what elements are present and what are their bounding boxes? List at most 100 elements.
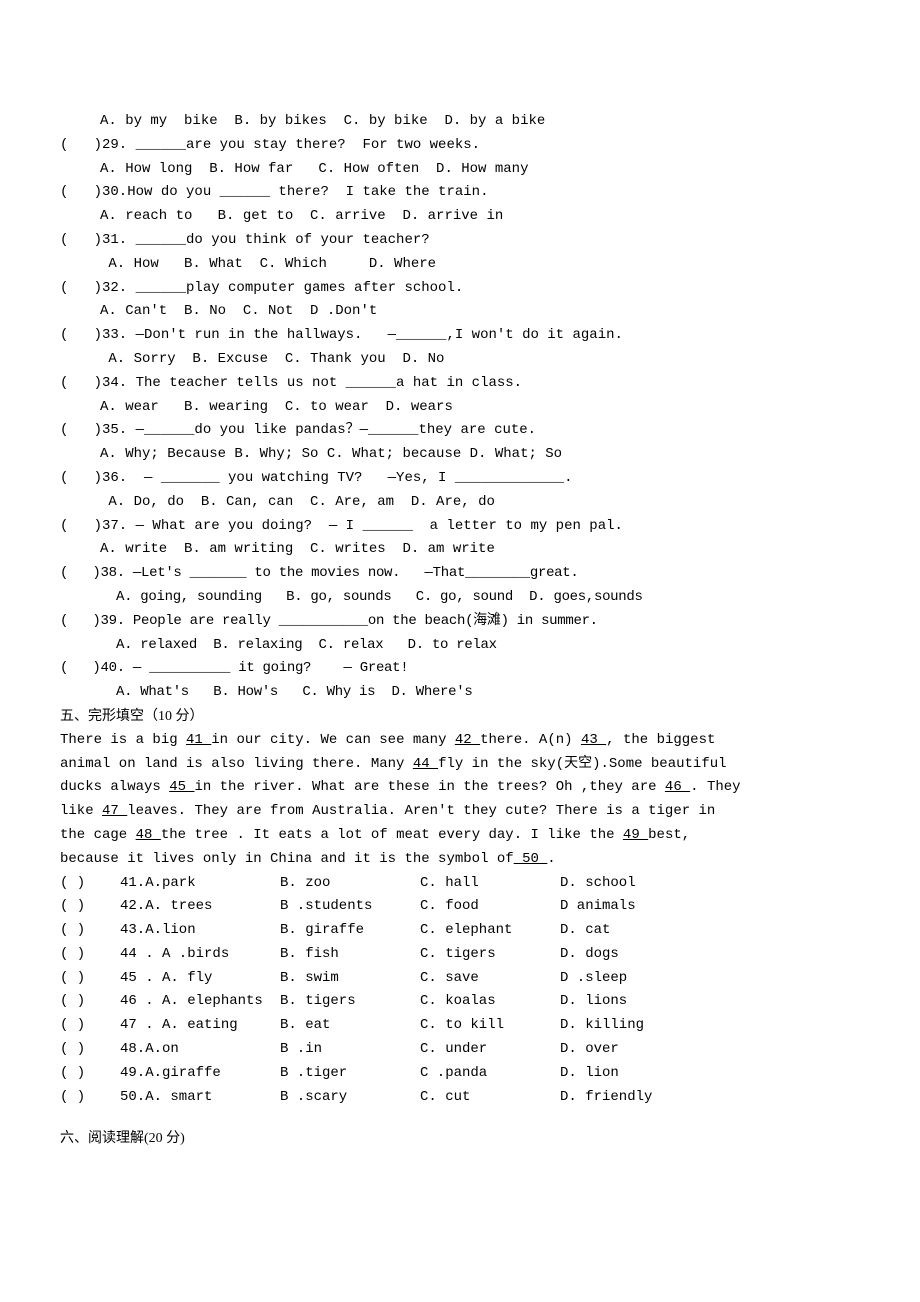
- q35-stem: ( )35. —______do you like pandas？—______…: [60, 419, 850, 443]
- opt-c: C. cut: [420, 1086, 560, 1110]
- blank-46: 46: [665, 779, 690, 795]
- opt-a: 45 . A. fly: [120, 967, 280, 991]
- opt-a: 41.A.park: [120, 872, 280, 896]
- cloze-row-44: ( ) 44 . A .birdsB. fishC. tigersD. dogs: [60, 943, 850, 967]
- opt-a: 44 . A .birds: [120, 943, 280, 967]
- opt-c: C .panda: [420, 1062, 560, 1086]
- opt-d: D animals: [560, 895, 710, 919]
- q34-stem: ( )34. The teacher tells us not ______a …: [60, 372, 850, 396]
- opt-b: B .in: [280, 1038, 420, 1062]
- q40-stem: ( )40. — __________ it going? — Great!: [60, 657, 850, 681]
- q36-stem: ( )36. — _______ you watching TV? —Yes, …: [60, 467, 850, 491]
- blank-48: 48: [136, 827, 161, 843]
- opt-a: 46 . A. elephants: [120, 990, 280, 1014]
- bracket: ( ): [60, 1062, 120, 1086]
- q30-stem: ( )30.How do you ______ there? I take th…: [60, 181, 850, 205]
- opt-c: C. tigers: [420, 943, 560, 967]
- cloze-row-46: ( ) 46 . A. elephantsB. tigersC. koalasD…: [60, 990, 850, 1014]
- opt-a: 47 . A. eating: [120, 1014, 280, 1038]
- cloze-options: ( ) 41.A.parkB. zooC. hallD. school( ) 4…: [60, 872, 850, 1110]
- p1c: there. A(n): [480, 732, 581, 748]
- q39-stem: ( )39. People are really ___________on t…: [60, 610, 850, 634]
- p1a: There is a big: [60, 732, 186, 748]
- blank-47: 47: [102, 803, 127, 819]
- opt-b: B. giraffe: [280, 919, 420, 943]
- p2b: fly in the sky(天空).Some beautiful: [438, 756, 726, 772]
- p3c: . They: [690, 779, 740, 795]
- opt-d: D. over: [560, 1038, 710, 1062]
- opt-c: C. to kill: [420, 1014, 560, 1038]
- spacer: [60, 1109, 850, 1127]
- opt-a: 48.A.on: [120, 1038, 280, 1062]
- bracket: ( ): [60, 919, 120, 943]
- blank-50: 50: [514, 851, 548, 867]
- bracket: ( ): [60, 1038, 120, 1062]
- section-5-title: 五、完形填空（10 分）: [60, 705, 850, 729]
- blank-49: 49: [623, 827, 648, 843]
- q33-stem: ( )33. —Don't run in the hallways. —____…: [60, 324, 850, 348]
- q29-options: A. How long B. How far C. How often D. H…: [60, 158, 850, 182]
- opt-b: B. fish: [280, 943, 420, 967]
- q38-options: A. going, sounding B. go, sounds C. go, …: [60, 586, 850, 610]
- p3b: in the river. What are these in the tree…: [194, 779, 664, 795]
- opt-b: B. tigers: [280, 990, 420, 1014]
- q31-stem: ( )31. ______do you think of your teache…: [60, 229, 850, 253]
- opt-c: C. koalas: [420, 990, 560, 1014]
- cloze-row-42: ( ) 42.A. treesB .studentsC. foodD anima…: [60, 895, 850, 919]
- p1b: in our city. We can see many: [211, 732, 455, 748]
- cloze-row-45: ( ) 45 . A. flyB. swimC. saveD .sleep: [60, 967, 850, 991]
- opt-b: B .students: [280, 895, 420, 919]
- bracket: ( ): [60, 990, 120, 1014]
- p2a: animal on land is also living there. Man…: [60, 756, 413, 772]
- q40-options: A. What's B. How's C. Why is D. Where's: [60, 681, 850, 705]
- q36-options: A. Do, do B. Can, can C. Are, am D. Are,…: [60, 491, 850, 515]
- opt-c: C. hall: [420, 872, 560, 896]
- p5c: best,: [648, 827, 690, 843]
- q38-stem: ( )38. —Let's _______ to the movies now.…: [60, 562, 850, 586]
- p5a: the cage: [60, 827, 136, 843]
- opt-d: D. friendly: [560, 1086, 710, 1110]
- q37-options: A. write B. am writing C. writes D. am w…: [60, 538, 850, 562]
- opt-d: D .sleep: [560, 967, 710, 991]
- opt-d: D. cat: [560, 919, 710, 943]
- q32-options: A. Can't B. No C. Not D .Don't: [60, 300, 850, 324]
- q34-options: A. wear B. wearing C. to wear D. wears: [60, 396, 850, 420]
- opt-b: B. eat: [280, 1014, 420, 1038]
- bracket: ( ): [60, 872, 120, 896]
- cloze-row-49: ( ) 49.A.giraffeB .tigerC .pandaD. lion: [60, 1062, 850, 1086]
- bracket: ( ): [60, 1086, 120, 1110]
- opt-d: D. lions: [560, 990, 710, 1014]
- opt-d: D. dogs: [560, 943, 710, 967]
- cloze-row-50: ( ) 50.A. smartB .scaryC. cutD. friendly: [60, 1086, 850, 1110]
- q32-stem: ( )32. ______play computer games after s…: [60, 277, 850, 301]
- q35-options: A. Why; Because B. Why; So C. What; beca…: [60, 443, 850, 467]
- opt-b: B. zoo: [280, 872, 420, 896]
- cloze-row-41: ( ) 41.A.parkB. zooC. hallD. school: [60, 872, 850, 896]
- opt-d: D. lion: [560, 1062, 710, 1086]
- opt-c: C. under: [420, 1038, 560, 1062]
- p1d: , the biggest: [606, 732, 715, 748]
- p4b: leaves. They are from Australia. Aren't …: [127, 803, 715, 819]
- opt-a: 50.A. smart: [120, 1086, 280, 1110]
- p4a: like: [60, 803, 102, 819]
- p5b: the tree . It eats a lot of meat every d…: [161, 827, 623, 843]
- cloze-passage: There is a big 41 in our city. We can se…: [60, 729, 850, 872]
- q31-options: A. How B. What C. Which D. Where: [60, 253, 850, 277]
- p6a: because it lives only in China and it is…: [60, 851, 514, 867]
- exam-page: A. by my bike B. by bikes C. by bike D. …: [0, 0, 920, 1211]
- opt-a: 42.A. trees: [120, 895, 280, 919]
- blank-44: 44: [413, 756, 438, 772]
- q28-options: A. by my bike B. by bikes C. by bike D. …: [60, 110, 850, 134]
- cloze-row-48: ( ) 48.A.onB .inC. underD. over: [60, 1038, 850, 1062]
- p3a: ducks always: [60, 779, 169, 795]
- opt-a: 43.A.lion: [120, 919, 280, 943]
- cloze-row-47: ( ) 47 . A. eatingB. eatC. to killD. kil…: [60, 1014, 850, 1038]
- opt-d: D. school: [560, 872, 710, 896]
- bracket: ( ): [60, 943, 120, 967]
- blank-43: 43: [581, 732, 606, 748]
- blank-41: 41: [186, 732, 211, 748]
- q29-stem: ( )29. ______are you stay there? For two…: [60, 134, 850, 158]
- q39-options: A. relaxed B. relaxing C. relax D. to re…: [60, 634, 850, 658]
- opt-c: C. save: [420, 967, 560, 991]
- opt-d: D. killing: [560, 1014, 710, 1038]
